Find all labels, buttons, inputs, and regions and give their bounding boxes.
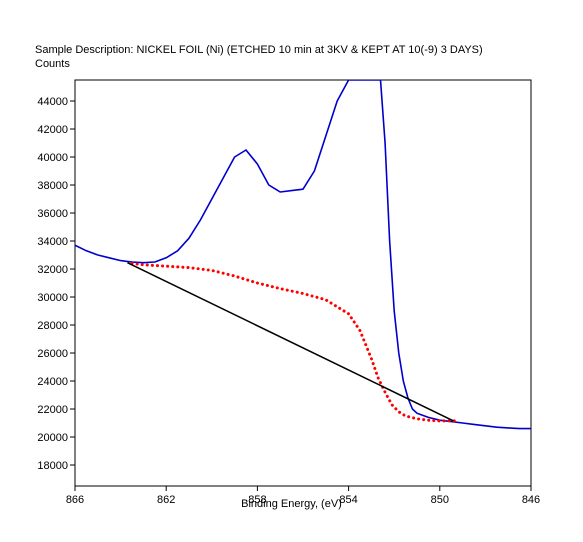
plot-frame [74, 79, 532, 487]
x-axis: 866 862 858 854 850 846 [66, 486, 540, 506]
y-tick-label: 38000 [37, 180, 68, 192]
x-axis-label: Binding Energy, (eV) [241, 498, 342, 510]
peak-fit-line [130, 261, 458, 423]
y-tick-label: 42000 [37, 124, 68, 136]
chart-title: Sample Description: NICKEL FOIL (Ni) (ET… [35, 44, 483, 56]
y-tick-label: 28000 [37, 320, 68, 332]
x-tick-label: 866 [66, 494, 84, 506]
y-tick-label: 22000 [37, 404, 68, 416]
x-tick-label: 846 [522, 494, 540, 506]
y-tick-label: 18000 [37, 460, 68, 472]
y-tick-label: 44000 [37, 96, 68, 108]
x-tick-label: 858 [248, 494, 266, 506]
y-tick-label: 26000 [37, 348, 68, 360]
y-tick-label: 36000 [37, 208, 68, 220]
y-tick-label: 30000 [37, 292, 68, 304]
y-axis: 18000 20000 22000 24000 26000 28000 30000 32000… [37, 96, 75, 472]
spectrum-line [75, 80, 531, 430]
y-tick-label: 20000 [37, 432, 68, 444]
x-tick-label: 854 [339, 494, 357, 506]
y-tick-label: 40000 [37, 152, 68, 164]
x-tick-label: 862 [157, 494, 175, 506]
y-tick-label: 32000 [37, 264, 68, 276]
x-tick-label: 850 [431, 494, 449, 506]
y-axis-label: Counts [35, 58, 70, 70]
baseline-line [127, 262, 454, 422]
y-tick-label: 34000 [37, 236, 68, 248]
y-tick-label: 24000 [37, 376, 68, 388]
series-layer [75, 80, 531, 430]
